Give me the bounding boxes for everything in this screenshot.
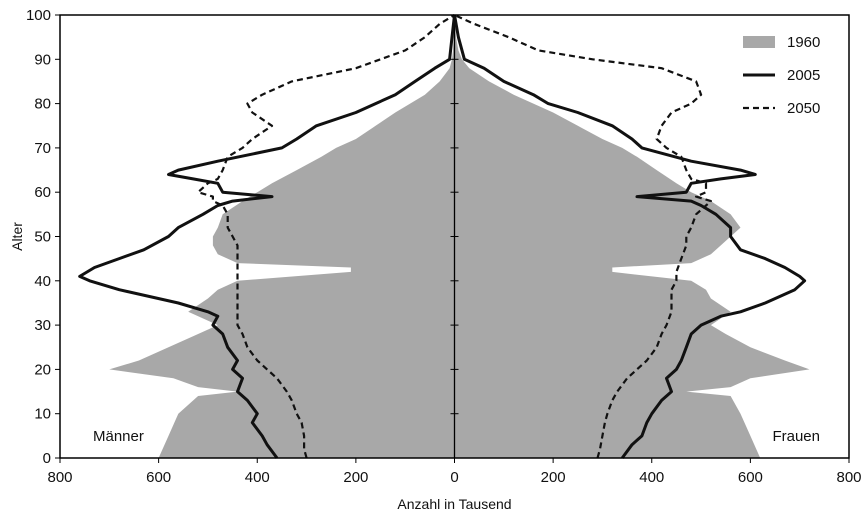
y-tick-label: 30 xyxy=(34,317,51,334)
legend-swatch-1960 xyxy=(743,36,775,48)
series-lines-group xyxy=(78,13,807,459)
line-2050-men xyxy=(197,14,456,459)
y-tick-label: 100 xyxy=(26,7,51,24)
legend-label-2050: 2050 xyxy=(787,100,820,117)
area-1960-group xyxy=(109,15,810,458)
x-ticks-group: 800 600 400 200 0 200 400 600 800 xyxy=(47,458,862,486)
y-tick-label: 60 xyxy=(34,184,51,201)
x-tick-label: 600 xyxy=(738,469,763,486)
x-axis-title: Anzahl in Tausend xyxy=(397,496,511,512)
y-tick-label: 40 xyxy=(34,273,51,290)
x-tick-label: 800 xyxy=(836,469,861,486)
x-tick-label: 0 xyxy=(450,469,458,486)
line-2005-men xyxy=(78,14,456,459)
x-tick-label: 400 xyxy=(639,469,664,486)
y-tick-label: 0 xyxy=(43,450,51,467)
y-tick-label: 90 xyxy=(34,51,51,68)
x-tick-label: 200 xyxy=(541,469,566,486)
line-2050-women xyxy=(454,13,713,459)
y-tick-label: 50 xyxy=(34,229,51,246)
y-tick-label: 20 xyxy=(34,361,51,378)
label-frauen: Frauen xyxy=(772,428,820,445)
y-ticks-group: 0 10 20 30 40 50 60 70 80 90 100 xyxy=(26,7,60,467)
legend-label-2005: 2005 xyxy=(787,67,820,84)
area-1960-men xyxy=(109,15,455,458)
area-1960-women xyxy=(454,15,810,458)
y-tick-label: 10 xyxy=(34,406,51,423)
legend: 1960 2005 2050 xyxy=(743,34,820,117)
x-tick-label: 400 xyxy=(245,469,270,486)
line-2005-women xyxy=(453,14,807,459)
y-axis-title: Alter xyxy=(9,222,25,251)
x-tick-label: 800 xyxy=(47,469,72,486)
x-tick-label: 600 xyxy=(146,469,171,486)
label-maenner: Männer xyxy=(93,428,144,445)
y-tick-label: 70 xyxy=(34,140,51,157)
x-tick-label: 200 xyxy=(343,469,368,486)
y-tick-label: 80 xyxy=(34,96,51,113)
legend-label-1960: 1960 xyxy=(787,34,820,51)
